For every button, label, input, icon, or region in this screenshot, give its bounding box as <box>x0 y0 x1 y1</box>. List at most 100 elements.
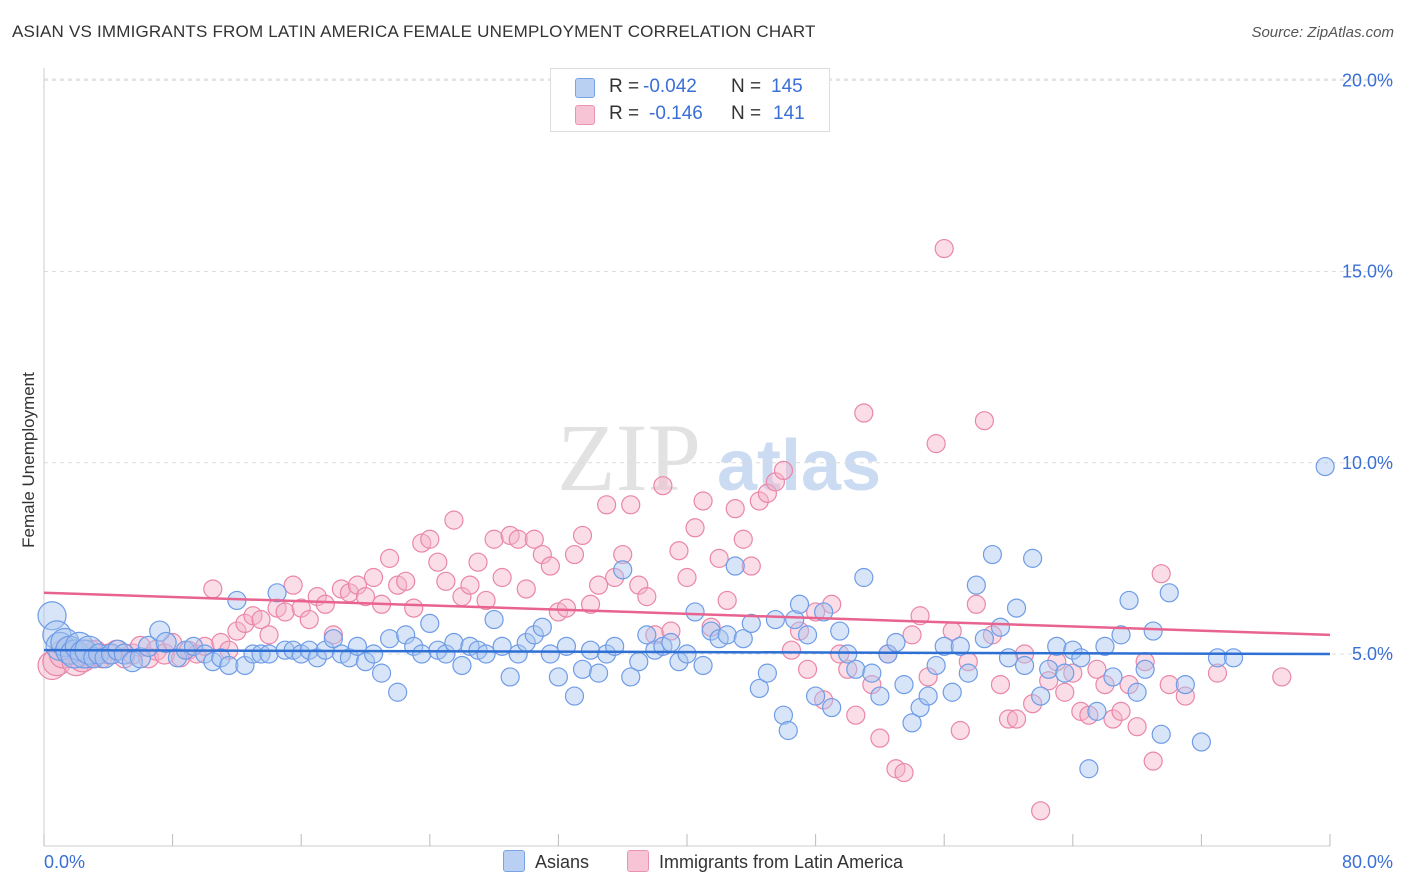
asian-point <box>910 697 930 718</box>
asian-point <box>1135 659 1155 679</box>
asian-point <box>548 667 569 687</box>
x-tick-min: 0.0% <box>44 852 86 872</box>
y-tick-label: 20.0% <box>1342 70 1393 90</box>
asian-point <box>323 629 343 649</box>
latin-point <box>580 594 601 614</box>
latin-point <box>1063 663 1083 683</box>
series-legend: Asians Immigrants from Latin America <box>0 850 1406 878</box>
latin-point <box>251 609 271 630</box>
latin-point <box>854 403 874 423</box>
latin-point <box>926 434 946 454</box>
r-value: -0.146 <box>649 103 703 124</box>
asian-point <box>1006 598 1027 618</box>
asian-point <box>1151 724 1171 744</box>
asian-point <box>444 632 464 653</box>
r-label: R = <box>609 76 640 97</box>
asian-point <box>982 544 1003 565</box>
chart-title: ASIAN VS IMMIGRANTS FROM LATIN AMERICA F… <box>12 22 816 41</box>
asians-trend-line <box>43 648 1331 656</box>
latin-point <box>661 621 681 641</box>
asian-point <box>149 620 171 642</box>
latin-point <box>805 602 826 622</box>
asian-point <box>862 663 882 683</box>
asian-point <box>388 682 408 702</box>
asian-point <box>396 625 416 645</box>
asian-point <box>942 682 962 702</box>
y-tick-label: 10.0% <box>1342 453 1393 473</box>
r-value: -0.042 <box>643 76 697 97</box>
asian-point <box>637 625 657 645</box>
latin-point <box>1023 694 1043 714</box>
asian-point <box>757 663 777 683</box>
asian-point <box>878 644 898 664</box>
latin-point <box>1087 659 1107 679</box>
latin-point <box>990 674 1011 695</box>
asian-point <box>1127 682 1147 702</box>
latin-point <box>436 571 456 591</box>
asian-point <box>380 629 400 649</box>
asian-point <box>870 686 890 706</box>
latin-point <box>556 598 577 618</box>
asian-point <box>789 594 810 614</box>
latin-point <box>613 544 633 565</box>
asian-point <box>785 609 805 630</box>
latin-point <box>1175 686 1195 706</box>
asian-point <box>1095 636 1115 656</box>
asian-point <box>243 644 263 664</box>
latin-point <box>1151 564 1171 584</box>
asian-points <box>37 456 1335 779</box>
latin-point <box>380 548 400 568</box>
latin-point <box>934 238 954 259</box>
latin-point <box>1055 682 1075 702</box>
latin-point <box>902 625 922 645</box>
asian-point <box>934 636 954 656</box>
latin-point <box>781 640 802 660</box>
asians-swatch <box>575 78 595 98</box>
asian-point <box>749 678 769 699</box>
latin-point <box>741 556 761 576</box>
asian-point <box>950 636 970 656</box>
latin-point <box>1006 709 1027 729</box>
asian-point <box>974 629 994 649</box>
asian-point <box>100 643 123 665</box>
asian-point <box>1143 621 1163 641</box>
asian-point <box>155 631 177 654</box>
asian-point <box>1175 674 1195 695</box>
latin-point <box>725 499 745 519</box>
n-value: 145 <box>771 76 803 97</box>
asian-point <box>613 560 633 580</box>
asian-point <box>778 720 798 741</box>
latin-point <box>508 529 528 549</box>
latin-point <box>291 598 311 618</box>
latin-legend-label: Immigrants from Latin America <box>659 852 904 872</box>
asian-point <box>1063 640 1083 660</box>
asian-point <box>990 617 1011 637</box>
latin-swatch <box>575 105 595 125</box>
latin-point <box>532 544 552 565</box>
latin-point <box>950 720 970 741</box>
latin-point <box>484 529 504 549</box>
latin-point <box>974 411 994 431</box>
asian-point <box>822 697 842 718</box>
asian-point <box>1071 648 1091 668</box>
latin-point <box>524 529 544 549</box>
asian-point <box>251 644 271 664</box>
asian-point <box>363 644 384 664</box>
watermark-zip: ZIP <box>557 404 701 511</box>
asian-point <box>621 667 641 687</box>
asian-point <box>830 621 850 641</box>
asian-point <box>500 667 520 687</box>
latin-point <box>830 644 850 664</box>
latin-point <box>588 575 609 595</box>
latin-point <box>677 567 697 588</box>
asian-point <box>805 686 826 706</box>
latin-point <box>363 567 384 588</box>
latin-point <box>1159 674 1179 695</box>
asian-point <box>1055 663 1075 683</box>
n-value: 141 <box>773 103 805 124</box>
legend-item-asians: Asians <box>503 850 589 874</box>
asian-point <box>1087 701 1107 721</box>
asian-point <box>693 655 713 676</box>
latin-point <box>773 460 794 480</box>
